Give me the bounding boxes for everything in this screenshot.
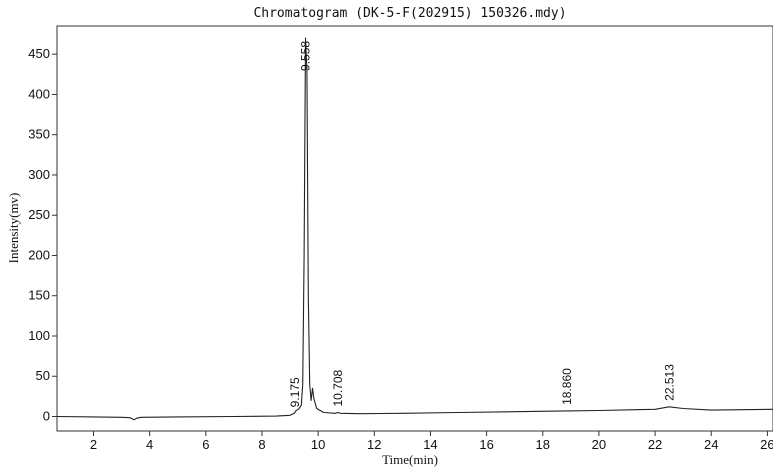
plot-frame xyxy=(56,25,773,432)
x-tick-label: 18 xyxy=(536,437,550,452)
y-tick-label: 50 xyxy=(36,368,50,383)
y-tick-label: 250 xyxy=(28,207,50,222)
y-tick-label: 150 xyxy=(28,288,50,303)
x-tick-label: 14 xyxy=(423,437,437,452)
peak-label: 10.708 xyxy=(331,369,345,406)
y-tick-label: 100 xyxy=(28,328,50,343)
peak-label: 18.860 xyxy=(560,368,574,405)
peak-labels: 9.175 9.558 10.708 18.860 22.513 xyxy=(288,41,677,408)
chart-title: Chromatogram (DK-5-F(202915) 150326.mdy) xyxy=(253,6,566,21)
peak-label: 9.558 xyxy=(299,41,313,71)
y-tick-label: 450 xyxy=(28,46,50,61)
x-tick-label: 4 xyxy=(146,437,153,452)
x-tick-label: 22 xyxy=(648,437,662,452)
y-tick-label: 300 xyxy=(28,167,50,182)
y-tick-label: 400 xyxy=(28,86,50,101)
x-tick-label: 6 xyxy=(202,437,209,452)
x-tick-label: 24 xyxy=(704,437,718,452)
y-tick-label: 350 xyxy=(28,127,50,142)
x-tick-label: 12 xyxy=(367,437,381,452)
y-axis-title: Intensity(mv) xyxy=(6,193,21,264)
series-layer xyxy=(56,37,773,421)
y-tick-label: 200 xyxy=(28,247,50,262)
y-tick-label: 0 xyxy=(43,409,50,424)
x-tick-label: 26 xyxy=(760,437,773,452)
x-tick-label: 10 xyxy=(311,437,325,452)
x-axis-title: Time(min) xyxy=(382,452,438,467)
peak-label: 9.175 xyxy=(288,377,302,407)
peak-label: 22.513 xyxy=(663,364,677,401)
x-tick-label: 8 xyxy=(258,437,265,452)
x-tick-label: 16 xyxy=(479,437,493,452)
x-tick-label: 20 xyxy=(592,437,606,452)
x-tick-label: 2 xyxy=(90,437,97,452)
chromatogram-trace xyxy=(56,37,773,421)
axis-ticks: 2 4 6 8 10 12 14 16 18 20 22 24 26050100150200250300… xyxy=(28,46,773,452)
